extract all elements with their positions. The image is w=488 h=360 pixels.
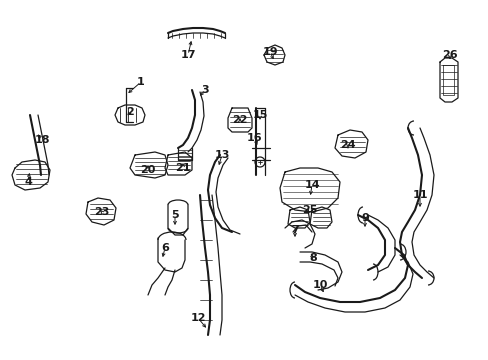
Text: 8: 8 bbox=[308, 253, 316, 263]
Text: 19: 19 bbox=[262, 47, 277, 57]
Text: 24: 24 bbox=[340, 140, 355, 150]
Text: 14: 14 bbox=[304, 180, 319, 190]
Text: 18: 18 bbox=[34, 135, 50, 145]
Text: 17: 17 bbox=[180, 50, 195, 60]
Text: 25: 25 bbox=[302, 205, 317, 215]
Text: 10: 10 bbox=[312, 280, 327, 290]
Text: 2: 2 bbox=[126, 107, 134, 117]
Text: 22: 22 bbox=[232, 115, 247, 125]
Text: 11: 11 bbox=[411, 190, 427, 200]
Text: 26: 26 bbox=[441, 50, 457, 60]
Text: 7: 7 bbox=[290, 225, 298, 235]
Text: 6: 6 bbox=[161, 243, 168, 253]
Text: 13: 13 bbox=[214, 150, 229, 160]
Text: 9: 9 bbox=[360, 213, 368, 223]
Text: 21: 21 bbox=[175, 163, 190, 173]
Text: 23: 23 bbox=[94, 207, 109, 217]
Text: 16: 16 bbox=[246, 133, 262, 143]
Text: 20: 20 bbox=[140, 165, 155, 175]
Text: 3: 3 bbox=[201, 85, 208, 95]
Text: 15: 15 bbox=[252, 110, 267, 120]
Text: 4: 4 bbox=[24, 177, 32, 187]
Text: 12: 12 bbox=[190, 313, 205, 323]
Text: 5: 5 bbox=[171, 210, 179, 220]
Text: 1: 1 bbox=[137, 77, 144, 87]
